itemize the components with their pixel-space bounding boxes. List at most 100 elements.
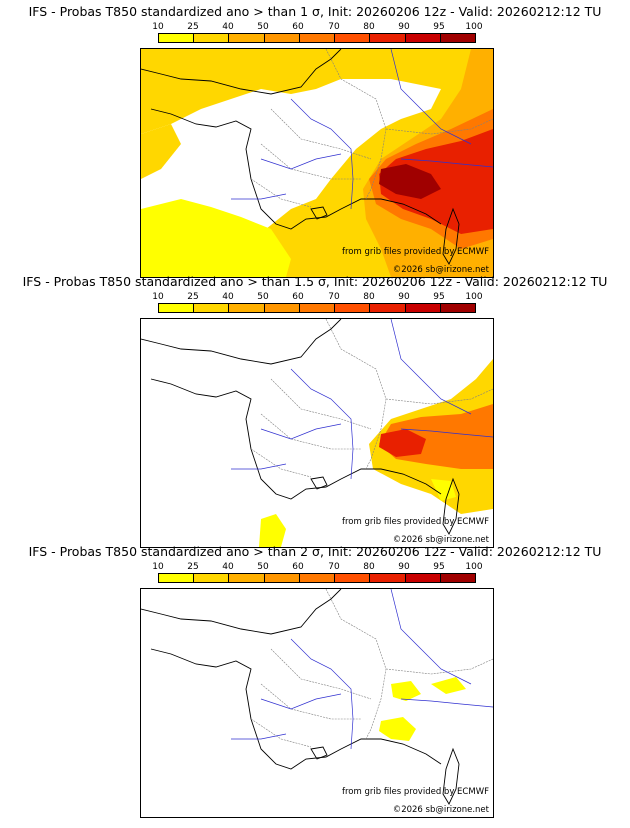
panel-2: IFS - Probas T850 standardized ano > tha… <box>0 270 630 548</box>
legend-tick: 40 <box>222 22 234 32</box>
legend-tick: 80 <box>363 562 375 572</box>
legend-swatch <box>335 34 371 42</box>
legend-swatch <box>440 304 475 312</box>
legend-swatch <box>229 574 265 582</box>
country-borders <box>250 589 493 748</box>
legend-swatch <box>299 574 336 582</box>
legend-swatch <box>264 304 300 312</box>
probability-map: from grib files provided by ECMWF ©2026 … <box>140 318 494 548</box>
legend-tick: 60 <box>292 562 304 572</box>
legend-tick: 25 <box>187 292 199 302</box>
coastline <box>141 589 460 805</box>
probability-area <box>379 717 416 741</box>
legend-swatch <box>405 34 441 42</box>
source-credit: from grib files provided by ECMWF <box>342 247 489 257</box>
probability-area <box>431 677 466 694</box>
legend-tick: 50 <box>257 22 269 32</box>
coastline <box>141 319 460 535</box>
legend-tick: 60 <box>292 292 304 302</box>
rivers <box>231 589 493 750</box>
legend-swatch <box>194 304 230 312</box>
legend-tick: 90 <box>398 292 410 302</box>
probability-area <box>379 164 441 199</box>
probability-shading <box>141 49 493 277</box>
map-canvas <box>141 319 493 547</box>
legend-tick: 40 <box>222 562 234 572</box>
color-legend: 10 25 40 50 60 70 80 90 95 100 <box>152 22 483 44</box>
legend-swatch <box>405 304 441 312</box>
probability-shading <box>259 359 493 547</box>
probability-map: from grib files provided by ECMWF ©2026 … <box>140 588 494 818</box>
legend-swatch <box>370 574 406 582</box>
legend-swatch <box>229 304 265 312</box>
legend-swatch <box>440 34 475 42</box>
country-borders <box>250 49 493 208</box>
legend-tick: 25 <box>187 22 199 32</box>
legend-tick: 95 <box>433 292 445 302</box>
legend-swatch <box>159 34 195 42</box>
legend-tick: 40 <box>222 292 234 302</box>
copyright-text: ©2026 sb@irizone.net <box>392 265 489 275</box>
source-credit: from grib files provided by ECMWF <box>342 787 489 797</box>
probability-shading <box>379 677 466 741</box>
legend-tick: 60 <box>292 22 304 32</box>
panel-title: IFS - Probas T850 standardized ano > tha… <box>28 4 602 19</box>
legend-tick: 80 <box>363 292 375 302</box>
panel-title: IFS - Probas T850 standardized ano > tha… <box>22 274 608 289</box>
legend-tick: 10 <box>152 22 164 32</box>
probability-area <box>431 479 456 501</box>
legend-swatch <box>194 34 230 42</box>
country-borders <box>250 319 493 478</box>
probability-area <box>379 429 426 457</box>
source-credit: from grib files provided by ECMWF <box>342 517 489 527</box>
legend-swatch <box>335 574 371 582</box>
legend-tick: 100 <box>465 562 483 572</box>
legend-tick: 70 <box>328 562 340 572</box>
coastline <box>141 49 460 265</box>
legend-tick: 90 <box>398 22 410 32</box>
legend-tick: 50 <box>257 562 269 572</box>
map-canvas <box>141 589 493 805</box>
legend-swatch <box>405 574 441 582</box>
legend-tick: 70 <box>328 22 340 32</box>
copyright-text: ©2026 sb@irizone.net <box>392 535 489 545</box>
legend-swatch <box>299 304 336 312</box>
legend-tick: 100 <box>465 292 483 302</box>
probability-area <box>141 199 291 277</box>
panel-3: IFS - Probas T850 standardized ano > tha… <box>0 540 630 818</box>
legend-tick: 25 <box>187 562 199 572</box>
panel-1: IFS - Probas T850 standardized ano > tha… <box>0 0 630 278</box>
legend-swatch <box>159 574 195 582</box>
legend-swatch <box>264 574 300 582</box>
rivers <box>231 49 493 210</box>
probability-map: from grib files provided by ECMWF ©2026 … <box>140 48 494 278</box>
legend-swatch <box>159 304 195 312</box>
probability-area <box>259 514 286 547</box>
copyright-text: ©2026 sb@irizone.net <box>392 805 489 815</box>
legend-swatch <box>299 34 336 42</box>
probability-area <box>141 124 181 179</box>
map-canvas <box>141 49 493 277</box>
legend-swatch-bar <box>158 303 476 313</box>
legend-tick: 80 <box>363 22 375 32</box>
panel-title: IFS - Probas T850 standardized ano > tha… <box>28 544 602 559</box>
legend-tick: 90 <box>398 562 410 572</box>
legend-swatch <box>335 304 371 312</box>
legend-tick: 50 <box>257 292 269 302</box>
legend-tick: 10 <box>152 292 164 302</box>
legend-tick: 10 <box>152 562 164 572</box>
legend-swatch <box>229 34 265 42</box>
rivers <box>231 319 493 480</box>
legend-tick: 100 <box>465 22 483 32</box>
color-legend: 10 25 40 50 60 70 80 90 95 100 <box>152 562 483 584</box>
legend-tick: 95 <box>433 22 445 32</box>
legend-swatch <box>440 574 475 582</box>
probability-area <box>391 681 421 701</box>
legend-swatch <box>194 574 230 582</box>
legend-swatch <box>370 34 406 42</box>
legend-swatch <box>264 34 300 42</box>
color-legend: 10 25 40 50 60 70 80 90 95 100 <box>152 292 483 314</box>
legend-swatch-bar <box>158 573 476 583</box>
legend-swatch <box>370 304 406 312</box>
legend-tick: 70 <box>328 292 340 302</box>
